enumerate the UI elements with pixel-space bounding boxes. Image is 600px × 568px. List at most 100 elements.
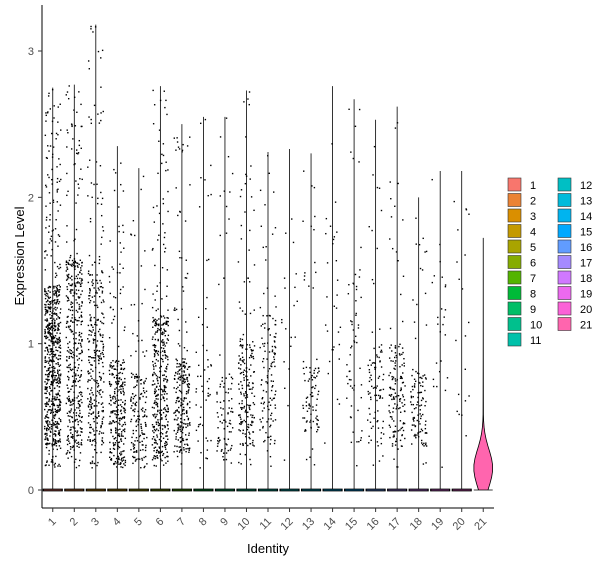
data-point [396,404,399,406]
data-point [70,432,72,434]
data-point [115,406,118,408]
data-point [266,287,269,289]
data-point [109,385,112,387]
data-point [161,424,163,427]
data-point [100,432,103,434]
data-point [95,344,98,346]
data-point [464,335,467,337]
data-point [51,319,53,322]
legend-key [557,177,572,192]
data-point [120,367,123,369]
data-point [123,450,125,452]
data-point [109,456,111,459]
data-point [242,429,244,431]
data-point [418,372,420,375]
data-point [78,91,80,93]
data-point [66,452,68,454]
data-point [266,405,269,407]
data-point [66,91,69,93]
data-point [75,289,78,291]
data-point [162,396,164,398]
data-point [251,421,253,424]
data-point [273,361,275,363]
data-point [225,452,228,454]
data-point [100,451,102,454]
data-point [250,364,252,366]
data-point [51,301,54,303]
data-point [154,446,157,449]
data-point [118,432,120,435]
data-point [124,402,126,405]
data-point [110,365,112,367]
legend-label: 16 [580,242,592,254]
data-point [121,385,123,388]
data-point [110,412,112,414]
data-point [262,417,264,419]
data-point [252,382,254,385]
data-point [122,388,124,390]
data-point [114,444,116,446]
data-point [72,437,74,439]
data-point [119,423,121,426]
data-point [419,431,422,433]
data-point [151,438,154,440]
data-point [122,224,124,227]
data-point [112,365,115,367]
data-point [167,455,169,458]
data-point [122,368,125,371]
data-point [281,321,283,324]
data-point [165,462,167,464]
data-point [46,382,49,384]
data-point [154,416,157,419]
data-point [338,343,341,346]
data-point [66,350,69,352]
data-point [47,362,50,364]
data-point [371,229,373,232]
data-point [71,375,74,378]
data-point [270,418,272,420]
data-point [97,113,99,115]
data-point [183,409,185,411]
data-point [372,174,374,176]
data-point [167,358,169,361]
x-tick-label: 12 [278,516,295,533]
data-point [368,442,370,444]
data-point [401,364,403,366]
data-point [315,417,317,419]
data-point [74,265,76,267]
data-point [74,261,77,264]
data-point [178,400,181,402]
data-point [199,375,202,377]
data-point [350,405,353,407]
data-point [456,410,458,413]
data-point [401,394,404,396]
data-point [337,331,340,333]
data-point [274,345,276,348]
data-point [335,307,338,309]
data-point [184,423,187,425]
data-point [395,354,397,357]
data-point [118,441,121,443]
data-point [166,320,169,323]
data-point [46,411,49,413]
data-point [68,400,70,402]
data-point [177,343,180,345]
data-point [92,326,94,329]
data-point [154,395,157,398]
data-point [227,392,230,394]
data-point [49,332,52,334]
data-point [119,404,122,406]
data-point [70,264,73,267]
data-point [87,379,90,381]
data-point [54,396,56,398]
data-point [136,381,138,383]
data-point [403,362,405,364]
data-point [76,302,78,304]
data-point [248,385,250,387]
data-point [245,175,248,177]
data-point [54,313,56,315]
data-point [70,319,72,322]
data-point [134,404,136,406]
data-point [239,340,241,343]
